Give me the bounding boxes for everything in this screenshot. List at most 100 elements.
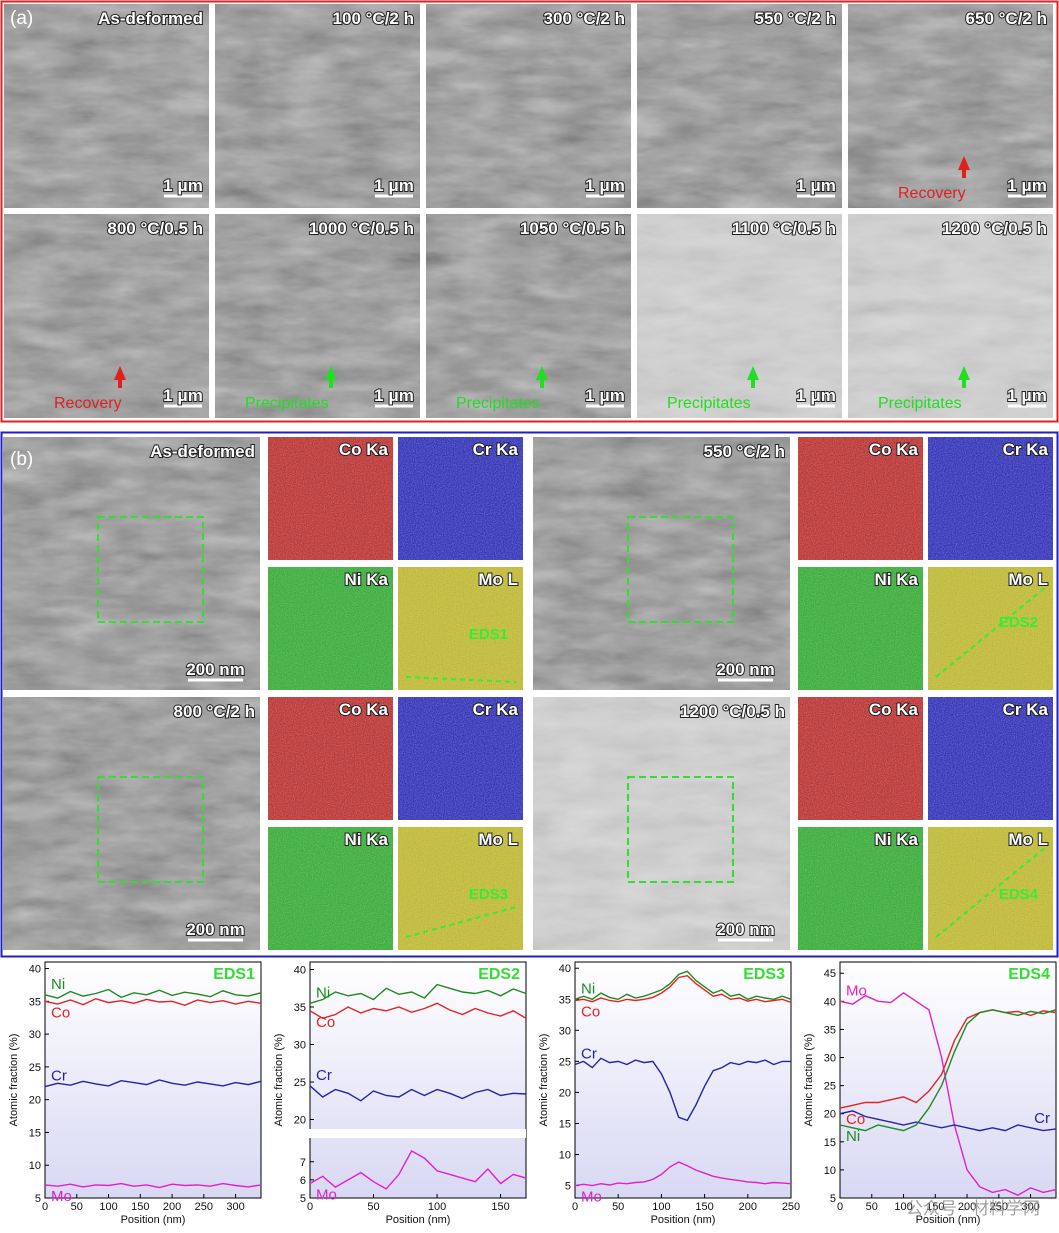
annotation-arrow (747, 366, 759, 388)
series-label: Mo (846, 982, 867, 999)
y-tick-label: 30 (559, 1025, 571, 1037)
axis-break (307, 1129, 315, 1138)
y-axis-label: Atomic fraction (%) (273, 1034, 285, 1127)
map-label: Ni Ka (345, 570, 389, 589)
series-line (44, 997, 262, 1007)
scale-label: 1 μm (796, 176, 836, 195)
map-label: Co Ka (339, 700, 389, 719)
map-label: Ni Ka (875, 830, 919, 849)
map-label: Co Ka (869, 700, 919, 719)
panel-label: (a) (10, 8, 33, 29)
x-tick-label: 250 (195, 1201, 213, 1213)
eds-map-noise (268, 437, 393, 560)
annotation-arrow (536, 366, 548, 388)
x-tick-label: 50 (612, 1201, 624, 1213)
image-title: 800 °C/2 h (174, 702, 255, 721)
panel-label: (b) (10, 449, 33, 470)
eds-map-noise (798, 697, 923, 820)
map-label: Cr Ka (473, 700, 519, 719)
map-label: Cr Ka (1003, 700, 1049, 719)
scale-label: 1 μm (796, 386, 836, 405)
series-line (839, 1009, 1057, 1132)
y-axis-label: Atomic fraction (%) (803, 1034, 815, 1127)
annotation-arrow (958, 156, 970, 178)
y-tick-label: 5 (300, 1193, 306, 1205)
y-tick-label: 5 (35, 1193, 41, 1205)
y-tick-label: 5 (565, 1181, 571, 1193)
axes-frame (574, 961, 792, 1199)
x-tick-label: 250 (782, 1201, 800, 1213)
series-label: Mo (316, 1187, 337, 1204)
series-label: Co (51, 1004, 70, 1021)
x-tick-label: 300 (226, 1201, 244, 1213)
y-tick-label: 25 (29, 1062, 41, 1074)
micrograph-texture (637, 4, 842, 208)
micrograph-texture (848, 214, 1053, 418)
y-tick-label: 7 (300, 1157, 306, 1169)
micrograph-texture (848, 4, 1053, 208)
eds-map-noise (398, 567, 523, 690)
series-line (44, 988, 262, 999)
image-title: 1050 °C/0.5 h (520, 219, 625, 238)
x-axis-label: Position (nm) (651, 1214, 716, 1226)
line-scan (405, 906, 517, 938)
y-axis-label: Atomic fraction (%) (538, 1034, 550, 1127)
map-label: Ni Ka (345, 830, 389, 849)
micrograph-texture (3, 437, 260, 690)
x-axis-label: Position (nm) (386, 1214, 451, 1226)
map-label: Cr Ka (1003, 440, 1049, 459)
eds-map-noise (268, 827, 393, 950)
y-axis-label: Atomic fraction (%) (8, 1034, 20, 1127)
scale-label: 200 nm (716, 660, 775, 679)
y-tick-label: 45 (824, 968, 836, 980)
series-label: Co (846, 1111, 865, 1128)
map-label: Cr Ka (473, 440, 519, 459)
map-label: Mo L (478, 570, 518, 589)
scale-label: 200 nm (186, 660, 245, 679)
y-tick-label: 6 (300, 1175, 306, 1187)
x-tick-label: 50 (367, 1201, 379, 1213)
y-tick-label: 40 (824, 996, 836, 1008)
series-line (309, 1149, 527, 1190)
map-label: Co Ka (869, 440, 919, 459)
eds-map-noise (928, 697, 1053, 820)
plot-area (840, 962, 1056, 1198)
scale-label: 1 μm (163, 386, 203, 405)
y-tick-label: 35 (294, 1002, 306, 1014)
scale-label: 1 μm (163, 176, 203, 195)
x-tick-label: 150 (491, 1201, 509, 1213)
image-title: 1200 °C/0.5 h (942, 219, 1047, 238)
y-tick-label: 40 (29, 964, 41, 976)
micrograph-texture (426, 214, 631, 418)
line-label: EDS1 (469, 626, 508, 643)
x-axis-label: Position (nm) (121, 1214, 186, 1226)
y-tick-label: 15 (824, 1137, 836, 1149)
eds-map-noise (798, 437, 923, 560)
panel-b-frame (0, 431, 1059, 958)
y-tick-label: 20 (824, 1109, 836, 1121)
series-line (309, 983, 527, 1004)
eds-map-noise (928, 567, 1053, 690)
axes-frame (44, 961, 262, 1199)
y-tick-label: 35 (29, 996, 41, 1008)
series-label: Ni (846, 1128, 860, 1145)
series-label: Co (316, 1014, 335, 1031)
y-tick-label: 25 (559, 1056, 571, 1068)
y-tick-label: 15 (29, 1127, 41, 1139)
series-line (309, 1002, 527, 1020)
series-label: Co (581, 1004, 600, 1021)
x-tick-label: 50 (71, 1201, 83, 1213)
plot-area (575, 962, 791, 1198)
scale-label: 1 μm (374, 176, 414, 195)
eds-map-noise (268, 697, 393, 820)
map-label: Mo L (1008, 570, 1048, 589)
annotation: Recovery (54, 395, 122, 412)
map-label: Mo L (478, 830, 518, 849)
x-tick-label: 0 (572, 1201, 578, 1213)
roi-box (627, 776, 734, 883)
x-tick-label: 200 (163, 1201, 181, 1213)
y-tick-label: 10 (824, 1165, 836, 1177)
y-tick-label: 40 (559, 963, 571, 975)
roi-box (97, 776, 204, 883)
